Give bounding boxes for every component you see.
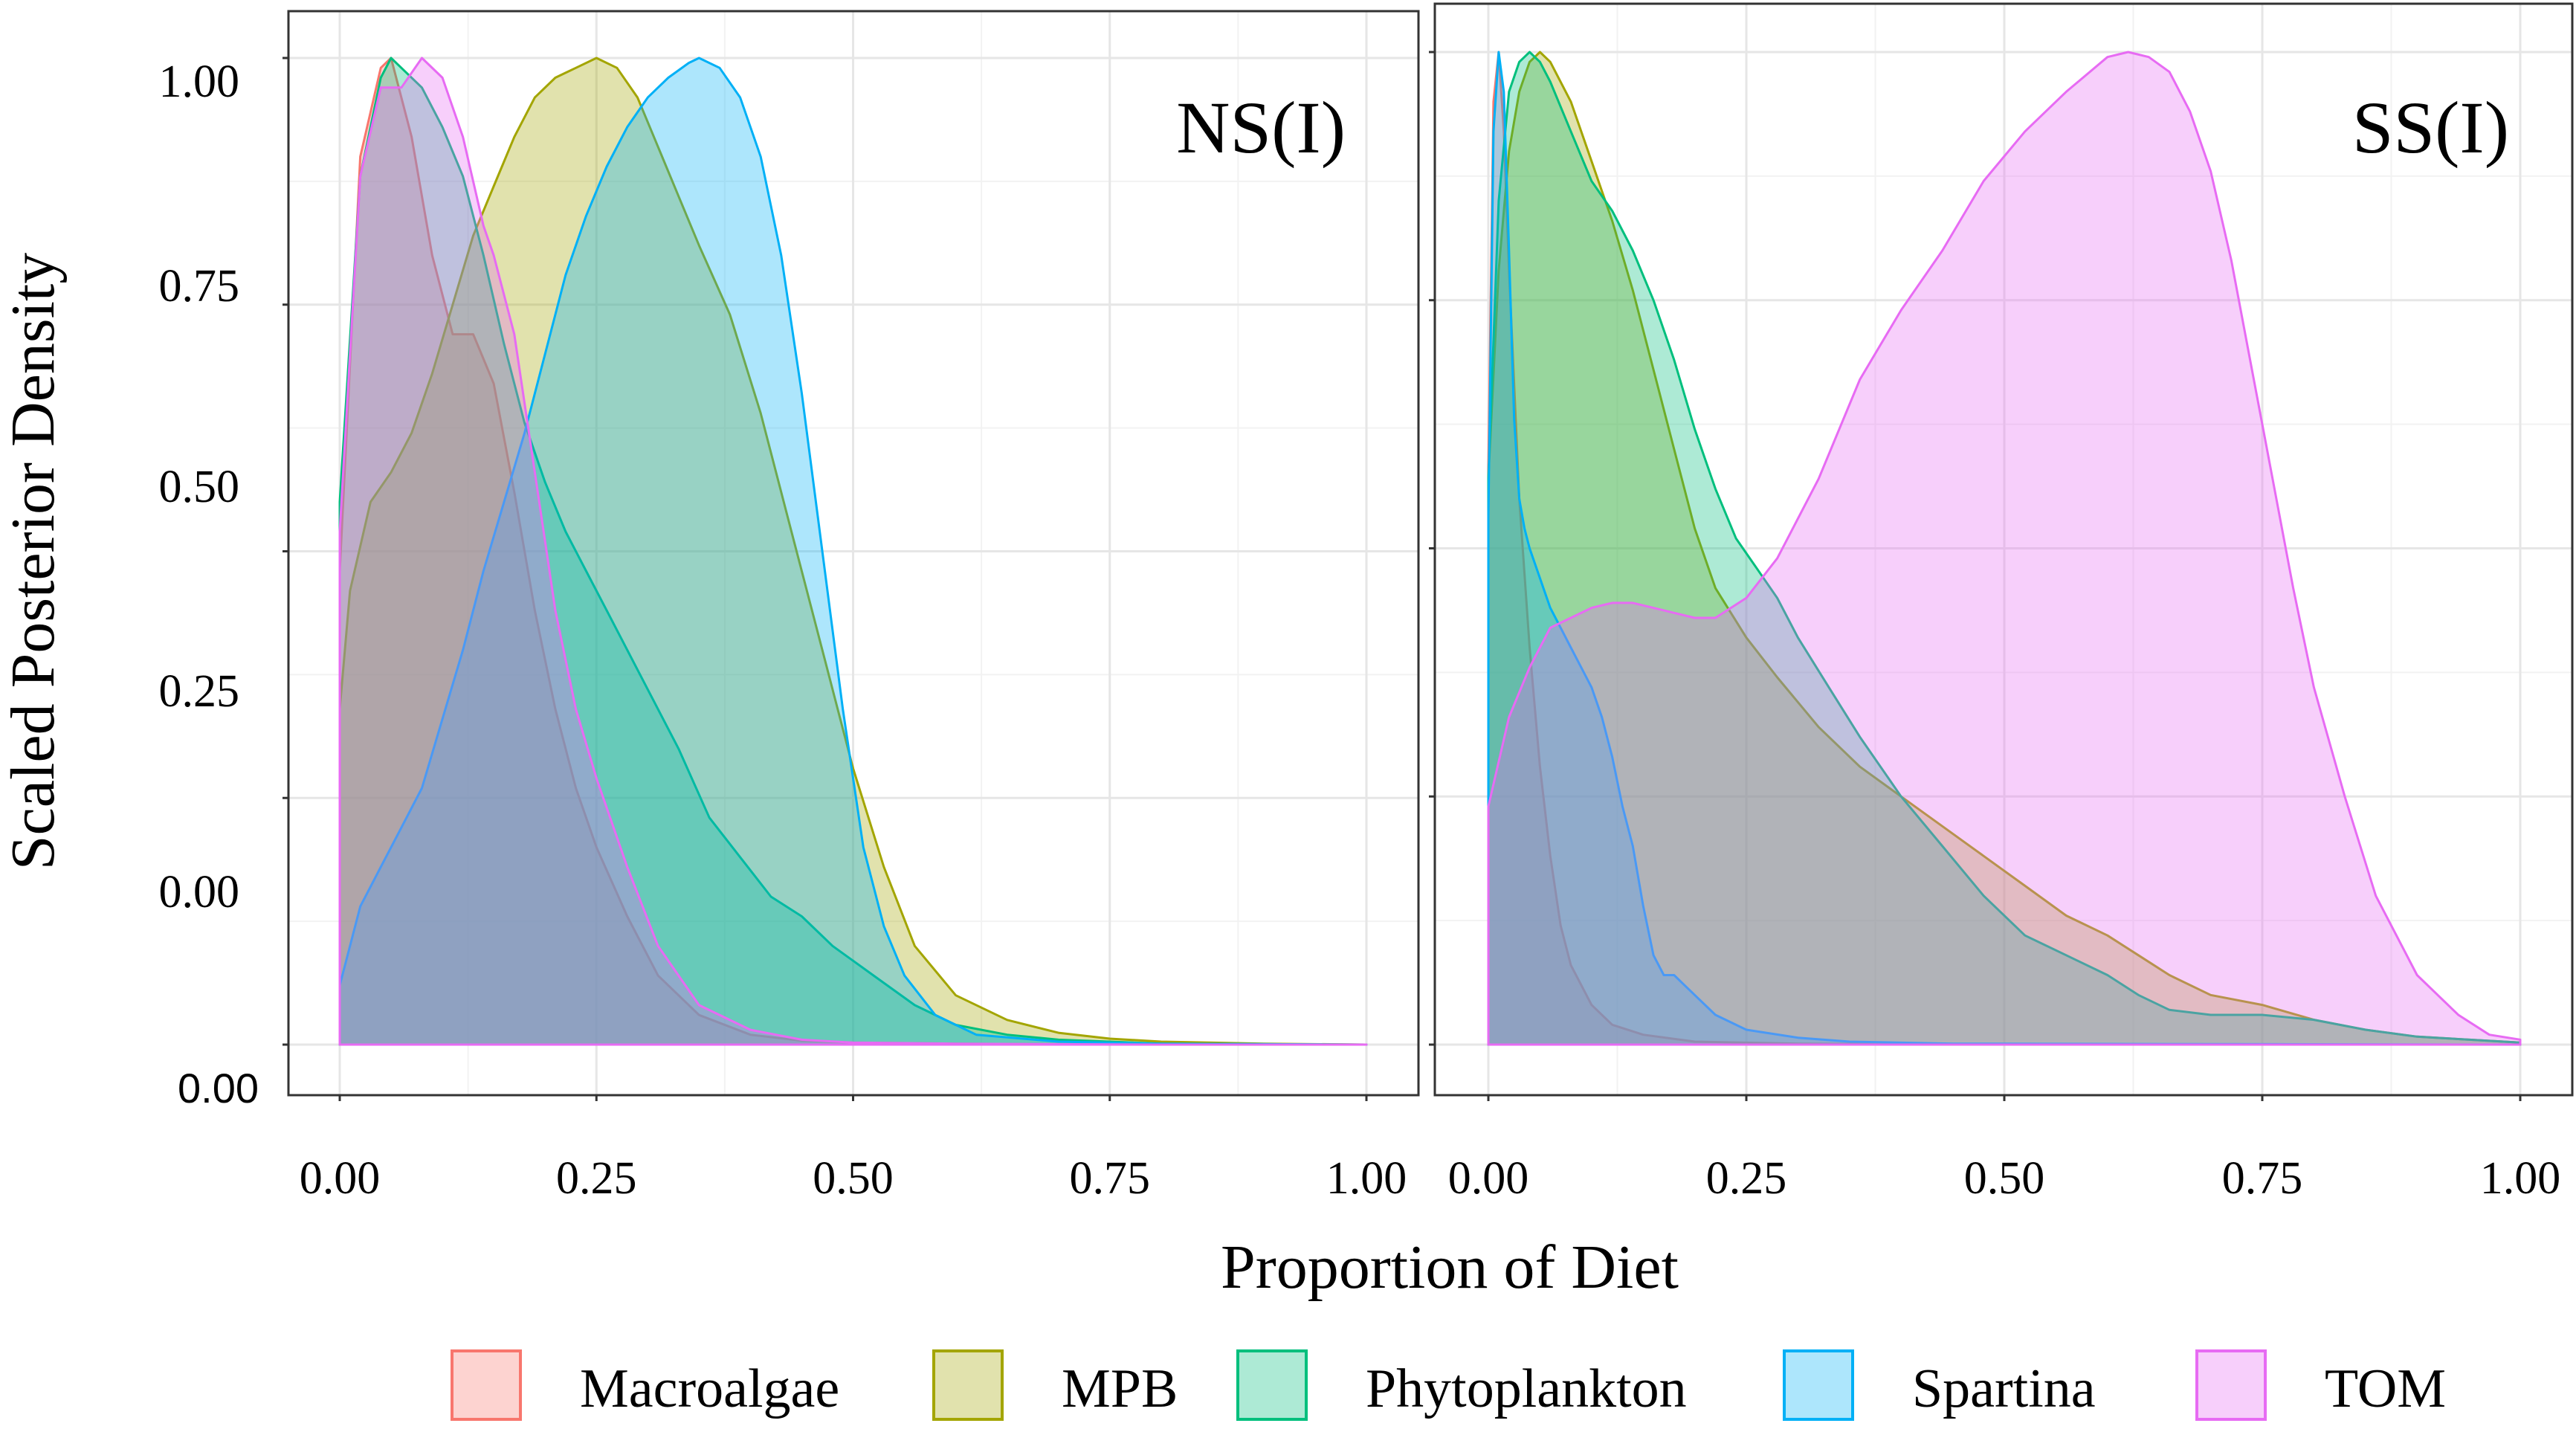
x-tick-label: 0.25 (1706, 1153, 1787, 1204)
x-tick-label: 1.00 (2480, 1153, 2561, 1204)
y-axis-extra-tick-label: 0.00 (178, 1065, 259, 1112)
x-axis-title: Proportion of Diet (1221, 1233, 1679, 1302)
y-tick-label: 0.00 (159, 867, 240, 917)
legend-swatch-phytoplankton (1236, 1349, 1308, 1421)
panel-ns-i: NS(I) (283, 10, 1420, 1101)
legend-label-phytoplankton: Phytoplankton (1366, 1358, 1687, 1419)
legend-item-mpb: MPB (932, 1349, 1178, 1421)
panel-ns-i-density-areas (338, 57, 1368, 1046)
ss-i-tom-density (1487, 51, 2522, 1046)
panel-ss-i-border (1433, 2, 2574, 1097)
ns-i-spartina-density (338, 57, 1368, 1046)
x-tick-label: 0.75 (2222, 1153, 2303, 1204)
y-tick-label: 0.75 (159, 261, 240, 312)
legend-item-macroalgae: Macroalgae (451, 1349, 839, 1421)
ns-i-mpb-density (338, 57, 1368, 1046)
legend-swatch-macroalgae (451, 1349, 522, 1421)
y-axis-title: Scaled Posterior Density (0, 253, 68, 871)
legend-item-spartina: Spartina (1783, 1349, 2096, 1421)
panel-ns-i-title: NS(I) (1176, 86, 1346, 169)
panel-ss-i-title: SS(I) (2352, 86, 2509, 169)
legend-label-macroalgae: Macroalgae (580, 1358, 839, 1419)
panel-ss-i: SS(I) (1429, 2, 2574, 1101)
panel-ns-i-border (287, 10, 1420, 1097)
legend-swatch-mpb (932, 1349, 1004, 1421)
x-tick-label: 0.00 (300, 1153, 381, 1204)
y-tick-label: 0.50 (159, 462, 240, 512)
y-axis-tick-labels: 0.00 0.25 0.50 0.75 1.00 (159, 57, 240, 917)
legend-label-tom: TOM (2325, 1358, 2446, 1419)
legend-label-spartina: Spartina (1912, 1358, 2096, 1419)
legend: Macroalgae MPB Phytoplankton Spartina TOM (451, 1349, 2446, 1421)
ss-i-spartina-density (1487, 51, 2522, 1046)
ss-i-mpb-density (1487, 51, 2522, 1046)
legend-label-mpb: MPB (1062, 1358, 1178, 1419)
legend-item-phytoplankton: Phytoplankton (1236, 1349, 1687, 1421)
legend-swatch-tom (2195, 1349, 2267, 1421)
legend-item-tom: TOM (2195, 1349, 2446, 1421)
legend-swatch-spartina (1783, 1349, 1854, 1421)
x-tick-label: 0.50 (1964, 1153, 2045, 1204)
x-axis-tick-labels: 0.00 0.25 0.50 0.75 1.00 0.00 0.25 0.50 0.75 1.00 (300, 1153, 2561, 1204)
ss-i-phytoplankton-density (1487, 51, 2522, 1046)
x-tick-label: 1.00 (1326, 1153, 1407, 1204)
y-tick-label: 0.25 (159, 666, 240, 717)
x-tick-label: 0.25 (556, 1153, 637, 1204)
x-tick-label: 0.75 (1070, 1153, 1151, 1204)
x-tick-label: 0.50 (813, 1153, 894, 1204)
x-tick-label: 0.00 (1448, 1153, 1529, 1204)
ns-i-tom-density (338, 57, 1368, 1046)
y-tick-label: 1.00 (159, 57, 240, 107)
panel-ss-i-density-areas (1487, 51, 2522, 1046)
